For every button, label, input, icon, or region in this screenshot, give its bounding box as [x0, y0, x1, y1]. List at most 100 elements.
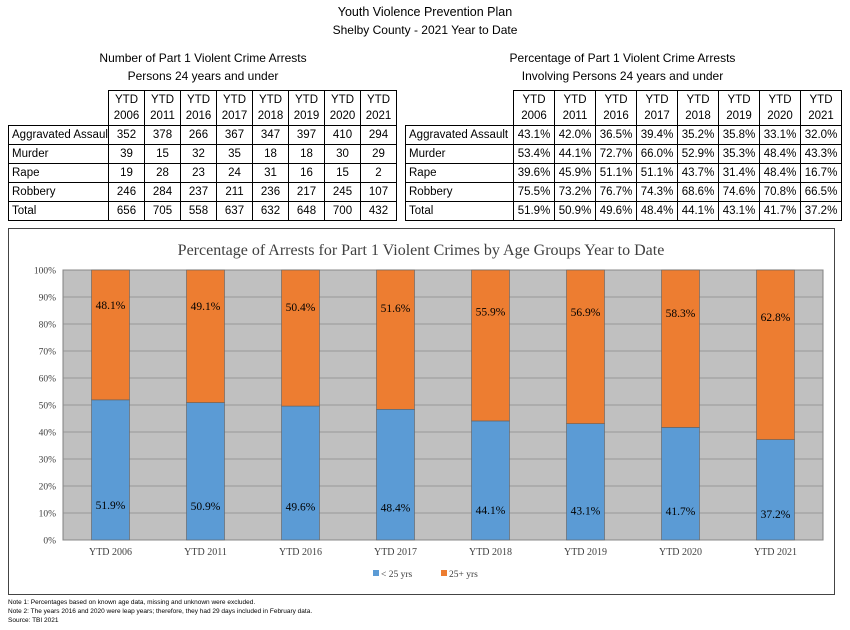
count-table-cell: 397	[288, 125, 325, 145]
count-table-column-header-line2: 2006	[113, 110, 140, 122]
count-table-row-label: Murder	[8, 144, 109, 164]
arrest-percentage-table: YTD 2006 YTD 2011 YTD 2016 YTD 2017 YTD 2018 YTD 20…	[405, 90, 842, 221]
count-table-cell: 410	[324, 125, 361, 145]
pct-table-cell: 75.5%	[513, 182, 555, 202]
count-table-corner	[8, 90, 109, 126]
count-table-cell: 32	[180, 144, 217, 164]
pct-table-cell: 51.9%	[513, 201, 555, 221]
count-table-cell: 30	[324, 144, 361, 164]
count-table-column-header: YTD 2011	[144, 90, 181, 126]
count-table-cell: 558	[180, 201, 217, 221]
pct-table-cell: 66.0%	[636, 144, 678, 164]
pct-table-row-label: Murder	[405, 144, 514, 164]
y-tick-label: 0%	[43, 537, 56, 547]
count-table-cell: 29	[360, 144, 397, 164]
legend-label: 25+ yrs	[449, 570, 478, 580]
chart-container: Percentage of Arrests for Part 1 Violent…	[8, 228, 835, 595]
count-table-cell: 19	[108, 163, 145, 183]
count-table-cell: 266	[180, 125, 217, 145]
count-table-cell: 656	[108, 201, 145, 221]
pct-table-column-header-line1: YTD	[563, 94, 587, 106]
pct-table-column-header-line1: YTD	[645, 94, 669, 106]
pct-table-column-header-line2: 2011	[562, 110, 588, 122]
count-table-column-header: YTD 2016	[180, 90, 217, 126]
data-label: 55.9%	[476, 306, 506, 318]
pct-table-column-header: YTD 2021	[800, 90, 842, 126]
pct-table-column-header-line1: YTD	[686, 94, 710, 106]
chart-title: Percentage of Arrests for Part 1 Violent…	[178, 242, 665, 259]
count-table-column-header: YTD 2019	[288, 90, 325, 126]
pct-table-cell: 43.7%	[677, 163, 719, 183]
pct-table-cell: 50.9%	[554, 201, 596, 221]
count-table-column-header-line1: YTD	[115, 94, 138, 106]
pct-table-column-header-line1: YTD	[809, 94, 833, 106]
data-label: 43.1%	[571, 505, 601, 517]
pct-table-column-header-line1: YTD	[522, 94, 546, 106]
count-table-column-header: YTD 2017	[216, 90, 253, 126]
data-label: 51.6%	[381, 303, 411, 315]
x-tick-label: YTD 2018	[469, 547, 512, 558]
count-table-cell: 107	[360, 182, 397, 202]
count-table-cell: 15	[324, 163, 361, 183]
pct-table-cell: 68.6%	[677, 182, 719, 202]
count-table-column-header-line2: 2017	[221, 110, 248, 122]
right-table-subtitle: Involving Persons 24 years and under	[521, 69, 724, 83]
pct-table-column-header: YTD 2006	[513, 90, 555, 126]
bar-segment-under-25	[756, 439, 795, 541]
pct-table-column-header-line2: 2019	[726, 110, 752, 122]
count-table-column-header-line2: 2011	[150, 110, 175, 122]
data-label: 58.3%	[666, 308, 696, 320]
count-table-cell: 705	[144, 201, 181, 221]
count-table-column-header-line1: YTD	[187, 94, 210, 106]
data-label: 51.9%	[96, 500, 126, 512]
bar-segment-under-25	[281, 405, 320, 541]
pct-table-cell: 51.1%	[636, 163, 678, 183]
pct-table-cell: 51.1%	[595, 163, 637, 183]
pct-table-row-label: Robbery	[405, 182, 514, 202]
count-table-cell: 246	[108, 182, 145, 202]
count-table-cell: 35	[216, 144, 253, 164]
pct-table-cell: 16.7%	[800, 163, 842, 183]
pct-table-cell: 48.4%	[636, 201, 678, 221]
pct-table-cell: 45.9%	[554, 163, 596, 183]
pct-table-row: Robbery 75.5% 73.2% 76.7% 74.3% 68.6% 74.6% 70.…	[405, 182, 842, 202]
count-table-column-header-line2: 2021	[365, 110, 392, 122]
count-table-column-header-line1: YTD	[151, 94, 174, 106]
data-label: 44.1%	[476, 505, 506, 517]
source-note: Source: TBI 2021	[8, 617, 59, 624]
pct-table-cell: 66.5%	[800, 182, 842, 202]
x-tick-label: YTD 2017	[374, 547, 417, 558]
count-table-cell: 347	[252, 125, 289, 145]
bar-segment-under-25	[186, 402, 225, 541]
pct-table-cell: 49.6%	[595, 201, 637, 221]
count-table-column-header: YTD 2021	[360, 90, 397, 126]
x-tick-label: YTD 2016	[279, 547, 322, 558]
count-table-cell: 211	[216, 182, 253, 202]
count-table-row: Aggravated Assault 352 378 266 367 347 397 410 2…	[8, 125, 397, 145]
count-table-cell: 236	[252, 182, 289, 202]
right-table-title: Percentage of Part 1 Violent Crime Arres…	[509, 51, 736, 65]
count-table-row: Total 656 705 558 637 632 648 700 432	[8, 201, 397, 221]
count-table-cell: 632	[252, 201, 289, 221]
pct-table-row-label: Rape	[405, 163, 514, 183]
x-tick-label: YTD 2006	[89, 547, 132, 558]
count-table-cell: 18	[252, 144, 289, 164]
count-table-cell: 352	[108, 125, 145, 145]
count-table-column-header-line2: 2016	[185, 110, 212, 122]
pct-table-cell: 39.4%	[636, 125, 678, 145]
pct-table-cell: 43.1%	[513, 125, 555, 145]
y-tick-label: 80%	[39, 321, 57, 331]
y-tick-label: 20%	[39, 483, 57, 493]
bar-segment-under-25	[661, 427, 700, 541]
pct-table-column-header: YTD 2011	[554, 90, 596, 126]
pct-table-cell: 73.2%	[554, 182, 596, 202]
pct-table-cell: 74.6%	[718, 182, 760, 202]
count-table-column-header: YTD 2018	[252, 90, 289, 126]
count-table-cell: 39	[108, 144, 145, 164]
pct-table-cell: 72.7%	[595, 144, 637, 164]
pct-table-column-header-line1: YTD	[727, 94, 751, 106]
pct-table-column-header-line2: 2006	[521, 110, 547, 122]
bar-segment-under-25	[376, 409, 415, 541]
data-label: 62.8%	[761, 312, 791, 324]
count-table-column-header-line1: YTD	[295, 94, 318, 106]
